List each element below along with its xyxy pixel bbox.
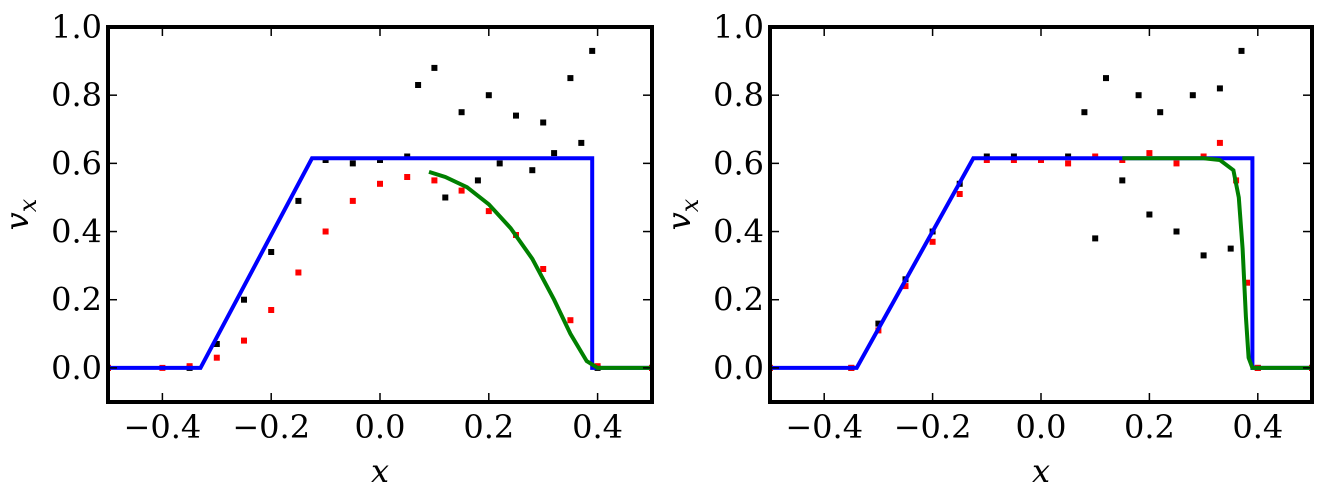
- chart-1-xtick-label: 0.4: [572, 408, 623, 446]
- chart-1-series-4-point: [578, 139, 585, 146]
- chart-1-series-3-point: [404, 174, 411, 180]
- chart-2-series-4-point: [1146, 211, 1153, 218]
- chart-2-series-4-point: [1173, 228, 1180, 235]
- chart-2-series-4-point: [1103, 75, 1109, 82]
- chart-2-series-4-point: [1238, 47, 1245, 54]
- chart-2-ytick-label: 0.4: [713, 213, 764, 251]
- chart-1-series-4-point: [268, 249, 275, 255]
- chart-2-series-3-point: [929, 238, 936, 245]
- chart-1-xtick-label: 0.2: [463, 408, 514, 446]
- chart-1-series-4-point: [529, 167, 536, 174]
- chart-2-ytick-label: 0.0: [713, 349, 764, 387]
- chart-2-series-3-point: [1173, 160, 1180, 167]
- chart-2-xtick-label: 0.2: [1124, 408, 1175, 446]
- chart-1-series-3-point: [295, 269, 302, 276]
- chart-2-ytick-label: 1.0: [713, 8, 764, 46]
- chart-1-series-4-point: [513, 112, 519, 119]
- chart-1-frame: [106, 25, 654, 404]
- chart-1-series-3-point: [540, 266, 547, 272]
- chart-2-series-4-points: [770, 47, 1312, 371]
- chart-2-frame: [768, 25, 1314, 404]
- chart-2-series-2-line: [1122, 156, 1312, 370]
- chart-2-xlabel: x: [1032, 452, 1050, 488]
- chart-1-series-2-line: [428, 169, 652, 370]
- chart-1-series-3-point: [377, 180, 383, 187]
- chart-2-series-4-point: [1081, 109, 1088, 116]
- chart-2-series-4-point: [1119, 177, 1126, 184]
- chart-2-ytick-label: 0.8: [713, 76, 764, 114]
- chart-1-ytick-label: 0.0: [51, 349, 102, 387]
- chart-1-series-4-point: [213, 341, 220, 347]
- chart-1-series-4-point: [431, 64, 438, 71]
- chart-1-series-3-point: [241, 337, 247, 344]
- chart-1-series-4-point: [241, 296, 247, 303]
- chart-1-series-4-point: [551, 150, 558, 157]
- chart-1-series-3-point: [349, 197, 356, 204]
- chart-1-series-4-point: [589, 47, 596, 54]
- chart-1-series-3-point: [213, 354, 220, 361]
- chart-1-series-3-point: [458, 187, 465, 194]
- chart-1-group: −0.4 −0.2 0.0 0.2 0.4 0.0 0.2 0.4 0.6 0.8 1.0 x vx: [0, 8, 654, 488]
- chart-1-ytick-label: 0.2: [51, 281, 102, 319]
- chart-2-xtick-label: −0.4: [785, 408, 863, 446]
- chart-2-series-3-point: [1244, 279, 1250, 286]
- chart-2-series-4-point: [1227, 245, 1234, 252]
- chart-2-ylabel: vx: [660, 198, 704, 230]
- chart-2-ytick-label: 0.2: [713, 281, 764, 319]
- chart-2-series-4-point: [875, 320, 882, 327]
- chart-2-series-3-point: [1065, 160, 1072, 167]
- chart-1-ytick-label: 0.8: [51, 76, 102, 114]
- chart-1-series-4-point: [474, 177, 481, 184]
- chart-2-series-3-point: [956, 191, 963, 197]
- chart-2-group: −0.4 −0.2 0.0 0.2 0.4 0.0 0.2 0.4 0.6 0.8 1.0 x vx: [660, 8, 1314, 488]
- chart-1-plot-area: [108, 47, 652, 371]
- chart-1-series-4-point: [349, 160, 356, 167]
- chart-1-series-3-point: [431, 177, 438, 184]
- chart-2-series-4-point: [1157, 109, 1164, 116]
- chart-2-series-3-point: [1216, 139, 1223, 146]
- chart-2-xtick-label: −0.2: [894, 408, 972, 446]
- chart-1-series-4-point: [458, 109, 465, 116]
- chart-1-ylabel: vx: [0, 198, 42, 230]
- chart-2-xtick-label: 0.0: [1016, 408, 1067, 446]
- chart-2-series-4-point: [1135, 92, 1142, 99]
- chart-1-ytick-label: 0.4: [51, 213, 102, 251]
- chart-1-series-4-point: [485, 92, 492, 99]
- chart-1-xtick-label: −0.4: [124, 408, 202, 446]
- chart-2-series-4-point: [1216, 85, 1223, 92]
- chart-1-series-3-point: [268, 307, 275, 313]
- chart-2-xtick-label: 0.4: [1232, 408, 1283, 446]
- chart-1-series-3-point: [485, 208, 492, 215]
- chart-2-series-4-point: [1189, 92, 1196, 99]
- chart-1-xtick-label: 0.0: [355, 408, 406, 446]
- chart-1-series-4-point: [496, 160, 503, 167]
- chart-2-series-4-point: [1200, 252, 1207, 259]
- chart-1-ytick-label: 1.0: [51, 8, 102, 46]
- chart-1-xtick-label: −0.2: [232, 408, 310, 446]
- chart-1-series-4-point: [540, 119, 547, 126]
- chart-2-ytick-label: 0.6: [713, 144, 764, 182]
- chart-2-plot-area: [770, 47, 1312, 371]
- chart-2-series-1-line: [770, 156, 1312, 370]
- chart-1-series-4-point: [442, 194, 449, 201]
- chart-1-series-3-points: [108, 174, 652, 371]
- chart-1-series-4-point: [415, 82, 422, 88]
- chart-1-series-4-point: [567, 75, 574, 82]
- chart-1-series-4-point: [295, 197, 302, 204]
- chart-1-series-3-point: [322, 228, 329, 235]
- chart-2-series-4-point: [1092, 235, 1099, 242]
- chart-1-series-3-point: [567, 317, 574, 324]
- chart-1-ytick-label: 0.6: [51, 144, 102, 182]
- chart-2-series-3-point: [1146, 150, 1153, 157]
- chart-1-xlabel: x: [371, 452, 389, 488]
- chart-2-series-3-point: [902, 283, 909, 290]
